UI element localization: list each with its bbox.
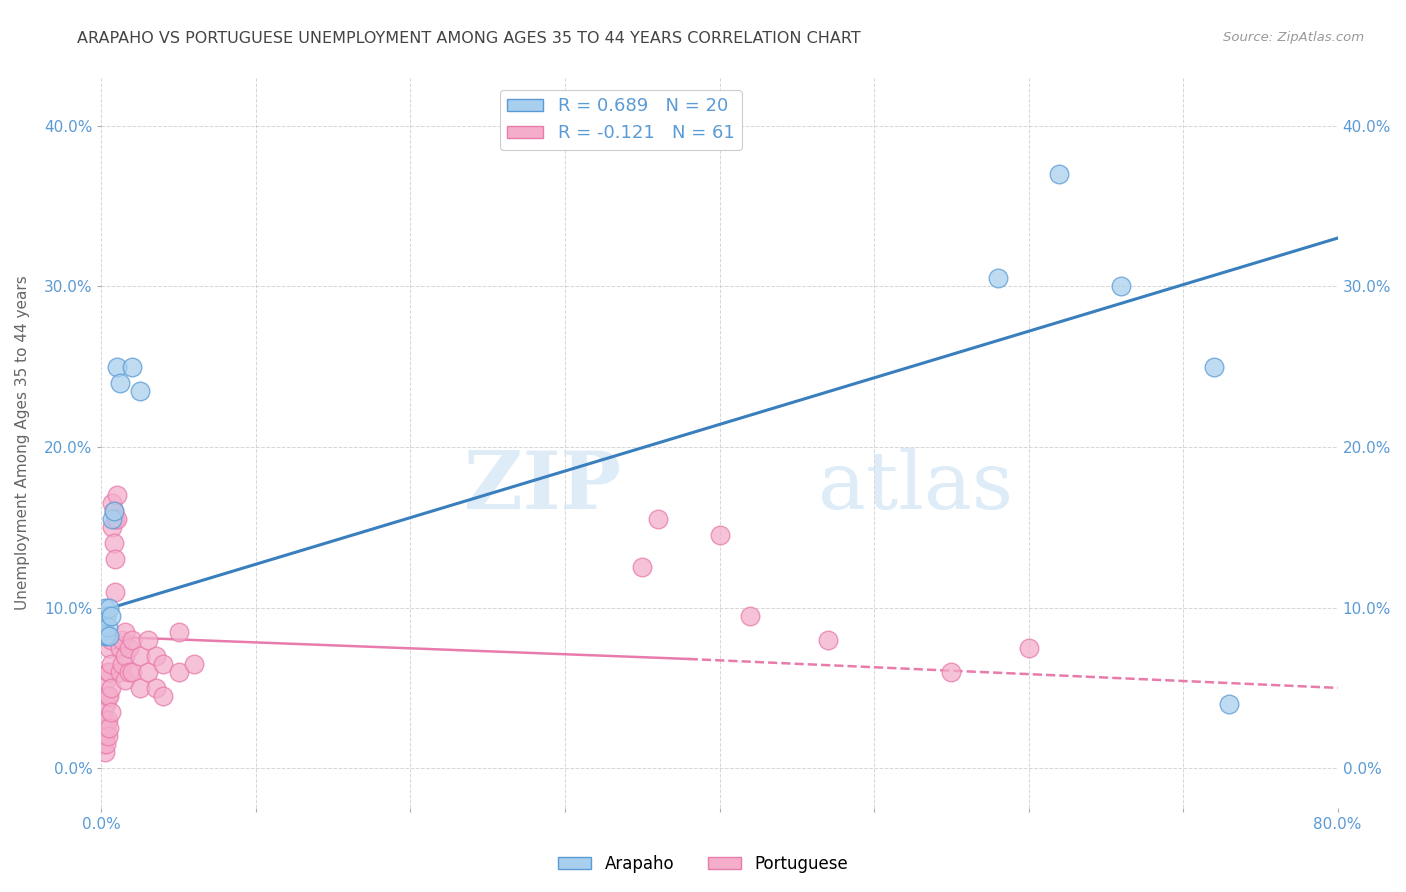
Point: [108, 665, 131, 679]
Point: [105, 488, 128, 502]
Point: [94, 737, 117, 751]
Point: [100, 705, 122, 719]
Point: [1111, 279, 1133, 293]
Text: ZIP: ZIP: [464, 448, 620, 525]
Point: [98, 640, 121, 655]
Point: [167, 624, 190, 639]
Point: [94, 608, 117, 623]
Point: [100, 657, 122, 671]
Point: [103, 536, 125, 550]
Point: [118, 640, 141, 655]
Point: [100, 681, 122, 695]
Point: [105, 512, 128, 526]
Text: Source: ZipAtlas.com: Source: ZipAtlas.com: [1223, 31, 1364, 45]
Point: [129, 681, 152, 695]
Point: [93, 630, 115, 644]
Point: [93, 729, 115, 743]
Point: [145, 648, 167, 663]
Point: [98, 600, 121, 615]
Point: [1049, 167, 1071, 181]
Point: [98, 630, 121, 644]
Point: [108, 376, 131, 390]
Point: [93, 600, 115, 615]
Point: [1218, 697, 1240, 711]
Point: [100, 608, 122, 623]
Point: [104, 512, 127, 526]
Legend: Arapaho, Portuguese: Arapaho, Portuguese: [551, 848, 855, 880]
Point: [129, 384, 152, 398]
Point: [91, 737, 114, 751]
Point: [129, 648, 152, 663]
Point: [987, 271, 1010, 285]
Point: [97, 729, 120, 743]
Point: [94, 673, 117, 687]
Point: [183, 657, 205, 671]
Point: [97, 713, 120, 727]
Point: [152, 657, 174, 671]
Point: [631, 560, 654, 574]
Point: [97, 689, 120, 703]
Point: [94, 721, 117, 735]
Point: [100, 632, 122, 647]
Y-axis label: Unemployment Among Ages 35 to 44 years: Unemployment Among Ages 35 to 44 years: [15, 276, 30, 610]
Point: [103, 504, 125, 518]
Point: [97, 620, 120, 634]
Point: [103, 504, 125, 518]
Point: [110, 657, 132, 671]
Point: [145, 681, 167, 695]
Point: [136, 665, 159, 679]
Point: [136, 632, 159, 647]
Point: [121, 359, 143, 374]
Point: [94, 697, 117, 711]
Point: [98, 665, 121, 679]
Point: [105, 359, 128, 374]
Point: [101, 512, 124, 526]
Point: [91, 620, 114, 634]
Point: [94, 628, 117, 642]
Point: [110, 632, 132, 647]
Point: [740, 608, 762, 623]
Point: [114, 673, 136, 687]
Point: [817, 632, 839, 647]
Point: [167, 665, 190, 679]
Point: [98, 721, 121, 735]
Point: [93, 745, 115, 759]
Point: [104, 552, 127, 566]
Point: [114, 624, 136, 639]
Point: [93, 697, 115, 711]
Point: [97, 665, 120, 679]
Point: [101, 520, 124, 534]
Text: ARAPAHO VS PORTUGUESE UNEMPLOYMENT AMONG AGES 35 TO 44 YEARS CORRELATION CHART: ARAPAHO VS PORTUGUESE UNEMPLOYMENT AMONG…: [77, 31, 860, 46]
Point: [647, 512, 669, 526]
Point: [152, 689, 174, 703]
Legend: R = 0.689   N = 20, R = -0.121   N = 61: R = 0.689 N = 20, R = -0.121 N = 61: [499, 90, 741, 150]
Point: [114, 648, 136, 663]
Point: [91, 713, 114, 727]
Text: atlas: atlas: [818, 448, 1014, 525]
Point: [121, 632, 143, 647]
Point: [93, 713, 115, 727]
Point: [709, 528, 731, 542]
Point: [1018, 640, 1040, 655]
Point: [108, 640, 131, 655]
Point: [941, 665, 963, 679]
Point: [121, 665, 143, 679]
Point: [101, 496, 124, 510]
Point: [1202, 359, 1225, 374]
Point: [91, 729, 114, 743]
Point: [104, 584, 127, 599]
Point: [98, 689, 121, 703]
Point: [118, 665, 141, 679]
